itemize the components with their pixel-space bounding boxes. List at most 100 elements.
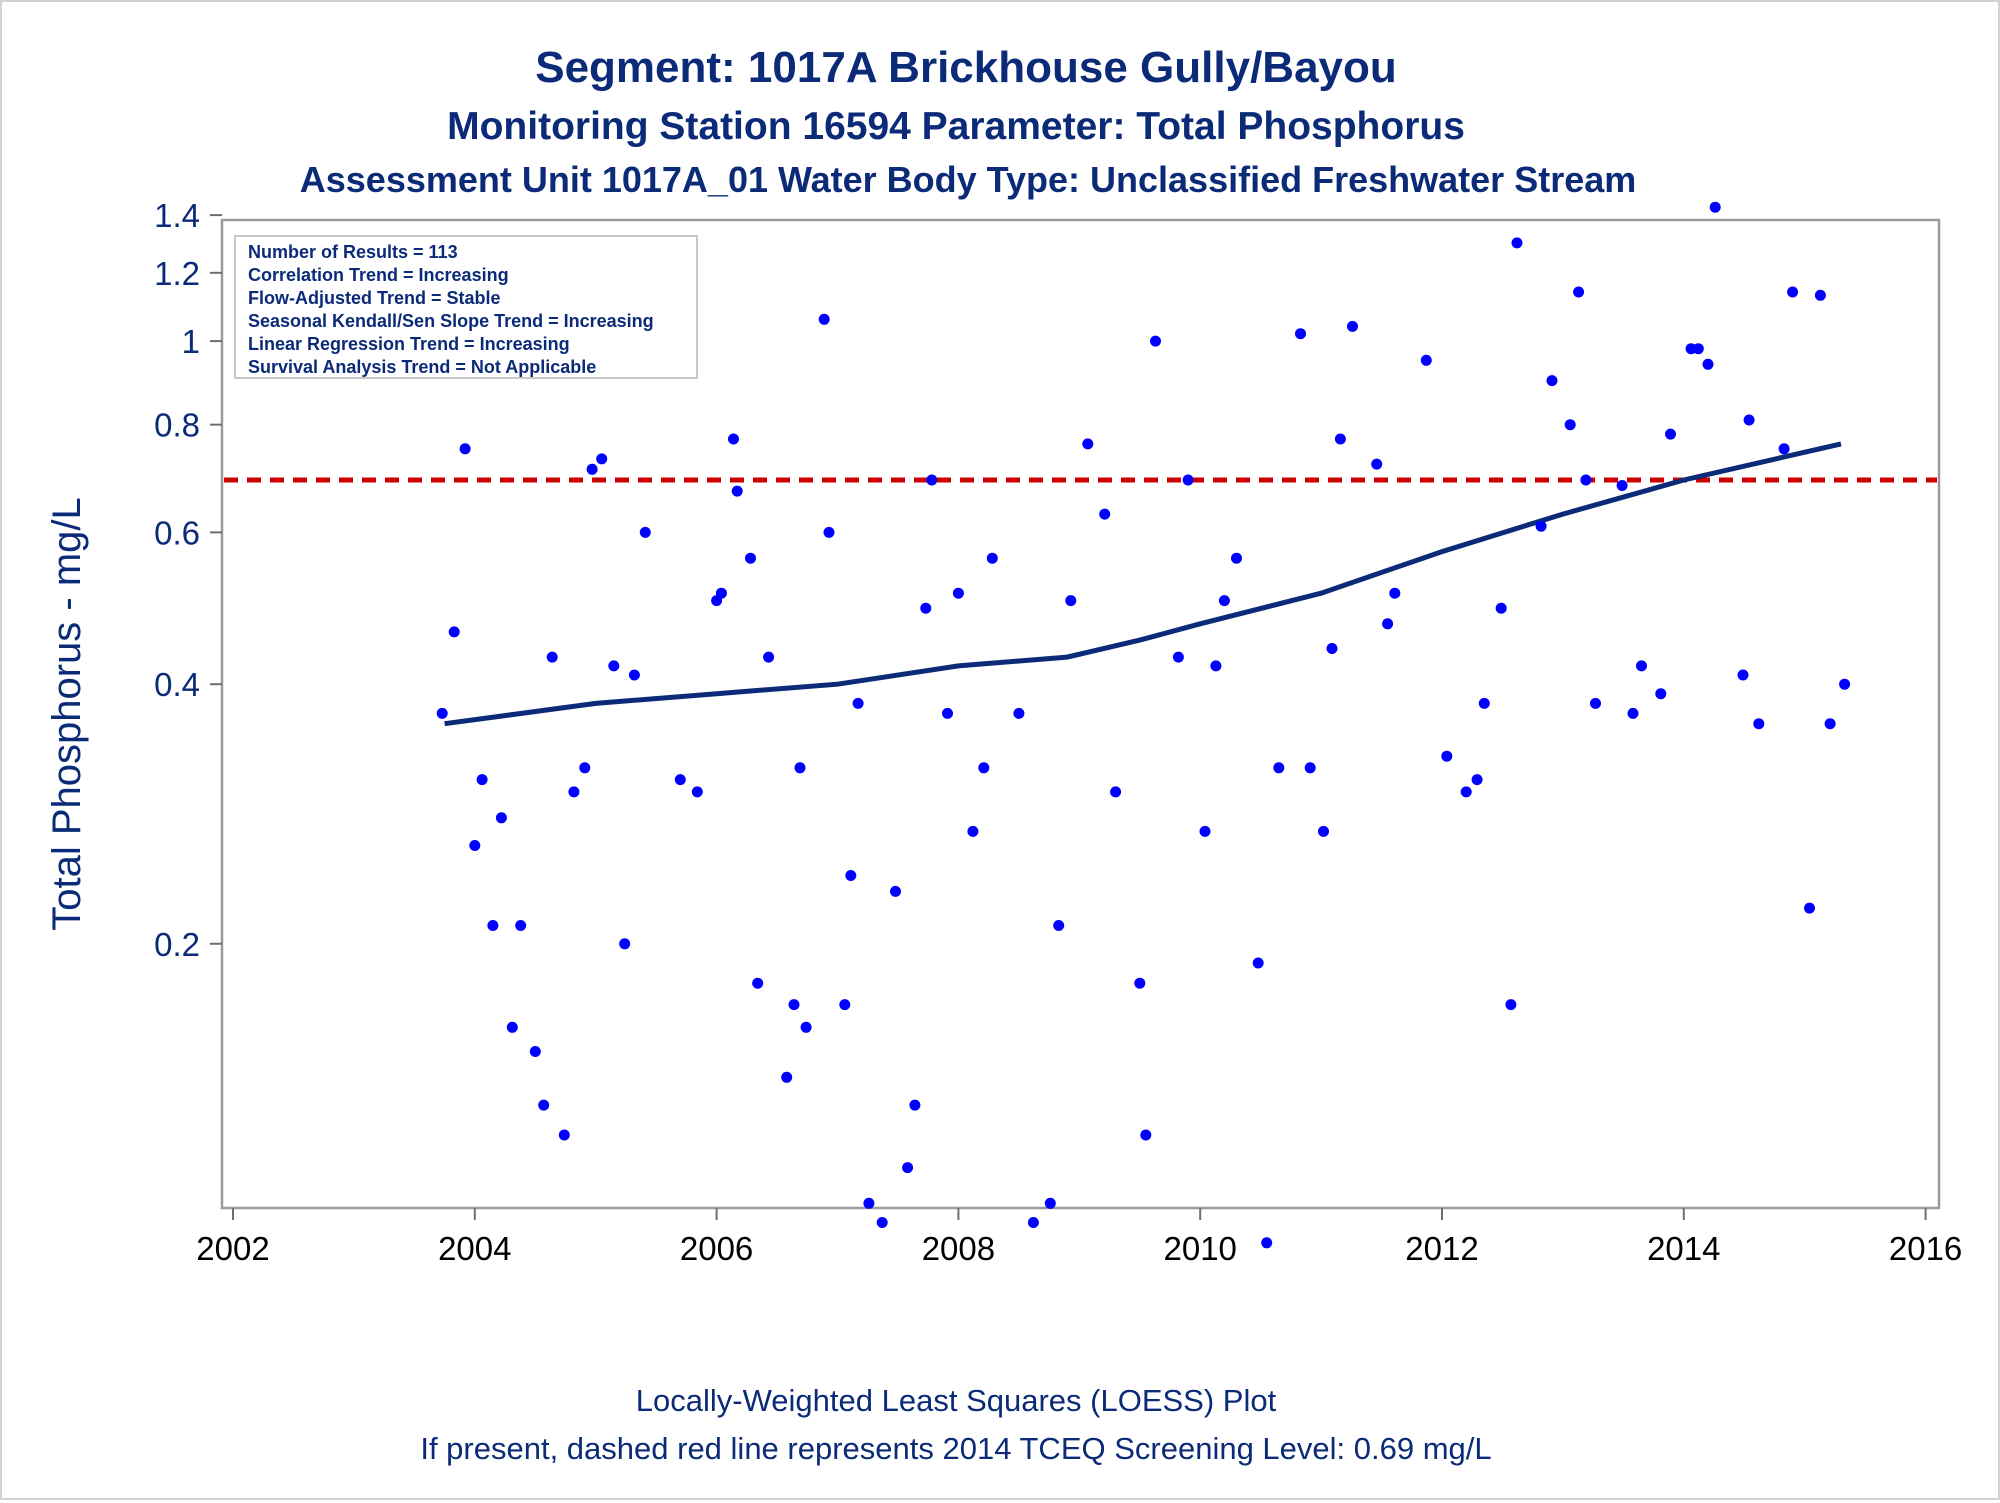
data-point <box>1218 595 1230 607</box>
x-tick-label: 2012 <box>1405 1230 1478 1267</box>
data-point <box>1420 354 1432 366</box>
data-point <box>1140 1129 1152 1141</box>
data-point <box>1347 320 1358 332</box>
data-point <box>1616 480 1628 491</box>
data-point <box>1371 458 1383 470</box>
data-point <box>863 1197 875 1209</box>
x-axis: 2002 2004 2006 2008 2010 2012 2014 2016 <box>196 1208 1962 1267</box>
data-point <box>691 786 703 798</box>
info-seasonal-kendall-trend: Seasonal Kendall/Sen Slope Trend = Incre… <box>248 311 654 331</box>
data-point <box>728 433 739 445</box>
data-point <box>579 762 591 774</box>
data-point <box>515 920 527 931</box>
data-point <box>1590 697 1601 709</box>
x-tick-label: 2006 <box>680 1230 753 1267</box>
data-point <box>902 1162 914 1174</box>
info-number-of-results: Number of Results = 113 <box>248 242 458 262</box>
x-tick-label: 2002 <box>196 1230 269 1267</box>
y-axis: 0.2 0.4 0.6 0.8 1 1.2 1.4 <box>154 197 222 963</box>
data-point <box>1743 414 1755 426</box>
data-point <box>1110 786 1122 798</box>
x-tick-label: 2004 <box>438 1230 511 1267</box>
data-point <box>1182 474 1194 486</box>
data-point <box>876 1217 888 1228</box>
data-point <box>639 526 651 538</box>
y-tick-label: 1 <box>182 323 200 360</box>
data-point <box>1150 335 1161 347</box>
data-point <box>1636 660 1647 672</box>
footnote-loess: Locally-Weighted Least Squares (LOESS) P… <box>636 1383 1277 1418</box>
data-point <box>1295 328 1306 340</box>
data-point <box>538 1099 550 1111</box>
y-tick-label: 0.2 <box>154 926 200 963</box>
data-point <box>1334 433 1346 445</box>
info-flow-adjusted-trend: Flow-Adjusted Trend = Stable <box>248 288 501 308</box>
data-point <box>448 626 460 638</box>
data-point <box>1692 343 1704 355</box>
data-point <box>1655 688 1667 700</box>
data-point <box>1546 375 1558 387</box>
data-point <box>1471 774 1483 786</box>
data-point <box>1824 718 1836 730</box>
data-point <box>781 1071 793 1083</box>
y-axis-label: Total Phosphorus - mg/L <box>45 497 89 931</box>
data-point <box>788 999 800 1011</box>
info-box-frame <box>234 235 698 379</box>
data-point <box>546 651 558 663</box>
data-point <box>1460 786 1472 798</box>
data-point <box>1027 1217 1039 1228</box>
data-point <box>1231 552 1242 564</box>
data-point <box>596 453 608 465</box>
data-point <box>763 651 775 663</box>
data-point <box>852 697 864 709</box>
data-point <box>1787 286 1799 298</box>
data-point <box>476 774 488 786</box>
data-point <box>920 602 932 614</box>
footnote-screening-level: If present, dashed red line represents 2… <box>420 1431 1491 1466</box>
data-point <box>800 1021 812 1033</box>
data-point <box>1702 358 1714 370</box>
data-point <box>942 707 953 719</box>
data-point <box>978 762 990 774</box>
data-point <box>1441 750 1453 762</box>
chart-subtitle: Monitoring Station 16594 Parameter: Tota… <box>447 105 1465 148</box>
data-point <box>1199 825 1211 837</box>
data-point <box>752 977 764 989</box>
data-point <box>674 774 686 786</box>
data-point <box>1304 762 1316 774</box>
data-point <box>1382 618 1394 630</box>
data-point <box>1172 651 1184 663</box>
data-point <box>558 1129 570 1141</box>
data-point <box>568 786 580 798</box>
data-point <box>1573 286 1585 298</box>
data-point <box>459 443 471 455</box>
chart-title: Segment: 1017A Brickhouse Gully/Bayou <box>535 43 1397 92</box>
data-point <box>986 552 998 564</box>
data-point <box>1511 237 1523 249</box>
info-survival-analysis-trend: Survival Analysis Trend = Not Applicable <box>248 357 596 377</box>
data-point <box>1535 520 1547 532</box>
info-linear-regression-trend: Linear Regression Trend = Increasing <box>248 334 570 354</box>
data-point <box>1053 920 1065 931</box>
data-point <box>1210 660 1222 672</box>
data-point <box>1099 508 1111 520</box>
data-point <box>628 669 640 681</box>
data-point <box>1134 977 1146 989</box>
data-point <box>823 526 835 538</box>
info-correlation-trend: Correlation Trend = Increasing <box>248 265 509 285</box>
data-point <box>1814 289 1826 301</box>
plot-area <box>220 218 1941 1210</box>
data-point <box>1778 443 1790 455</box>
data-point <box>586 463 598 475</box>
x-tick-label: 2010 <box>1163 1230 1236 1267</box>
data-point <box>1737 669 1749 681</box>
data-point <box>1580 474 1592 486</box>
data-point <box>1478 697 1490 709</box>
data-point <box>1753 718 1765 730</box>
data-point <box>1013 707 1025 719</box>
data-point <box>1665 428 1676 440</box>
data-point <box>1839 678 1851 690</box>
y-tick-label: 1.2 <box>154 255 200 292</box>
data-point <box>1044 1197 1056 1209</box>
